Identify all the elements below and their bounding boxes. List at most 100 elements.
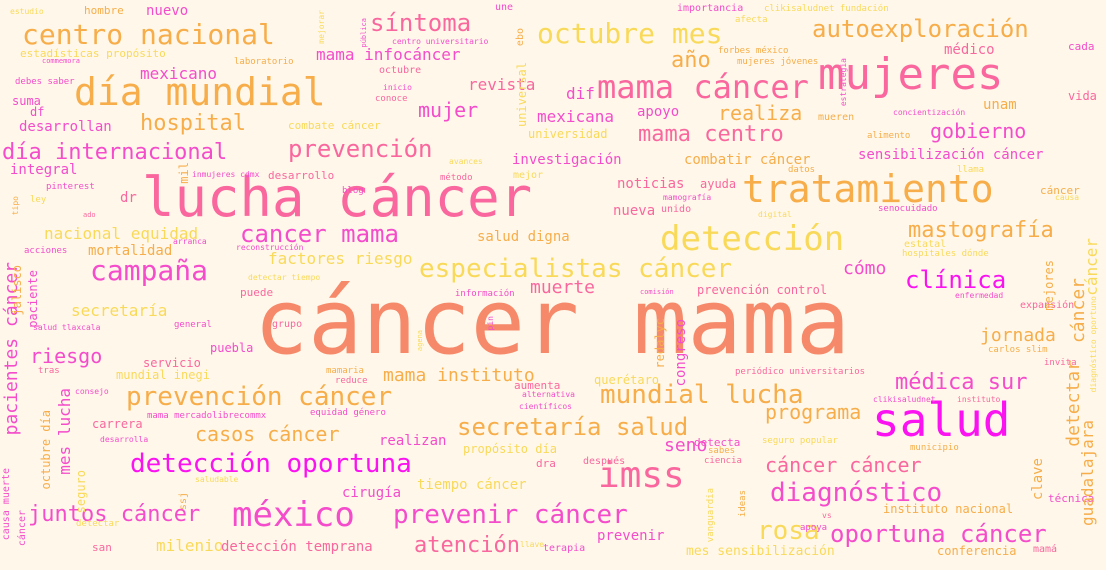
- cloud-word: vanguardia: [706, 488, 716, 543]
- cloud-word: año: [671, 48, 711, 73]
- cloud-word: técnica: [1048, 492, 1095, 505]
- cloud-word: lucha cáncer: [142, 166, 533, 229]
- cloud-word: hospital: [140, 111, 246, 136]
- cloud-word: hombre: [84, 4, 124, 17]
- cloud-word: octubre: [379, 65, 422, 76]
- cloud-word: estatal: [904, 239, 947, 250]
- cloud-word: realiza: [718, 101, 803, 125]
- cloud-word: conferencia: [937, 544, 1017, 558]
- cloud-word: pública: [360, 18, 368, 48]
- cloud-word: mamá: [1033, 544, 1058, 555]
- cloud-word: redalyc: [653, 318, 667, 369]
- cloud-word: mamaria: [326, 366, 364, 376]
- cloud-word: cirugía: [342, 485, 402, 501]
- cloud-word: riesgo: [30, 344, 103, 368]
- cloud-word: estudio: [10, 7, 44, 16]
- cloud-word: salud digna: [477, 229, 570, 245]
- cloud-word: síntoma: [370, 9, 472, 37]
- cloud-word: mueren: [818, 112, 855, 123]
- cloud-word: mamografía: [663, 193, 712, 202]
- cloud-word: nueva: [613, 203, 656, 219]
- cloud-word: forbes méxico: [718, 46, 789, 56]
- cloud-word: mil: [177, 162, 191, 184]
- cloud-word: ebo: [515, 28, 526, 47]
- cloud-word: tipo: [11, 196, 20, 216]
- cloud-word: mujeres: [818, 49, 1004, 100]
- cloud-word: nacional equidad: [44, 224, 199, 243]
- cloud-word: general: [174, 320, 212, 330]
- cloud-word: cancer mama: [240, 220, 399, 248]
- cloud-word: comisión: [640, 288, 674, 296]
- cloud-word: estadísticas propósito: [20, 47, 166, 60]
- cloud-word: mama cáncer: [597, 68, 809, 106]
- cloud-word: guadalajara: [1078, 420, 1097, 526]
- cloud-word: combate cáncer: [288, 119, 381, 132]
- cloud-word: alternativa: [522, 390, 575, 399]
- cloud-word: consejo: [75, 387, 109, 396]
- cloud-word: seguro popular: [762, 436, 838, 446]
- cloud-word: dr: [120, 190, 137, 206]
- cloud-word: gobierno: [930, 119, 1027, 143]
- cloud-word: méxico: [232, 495, 355, 535]
- cloud-word: imss: [598, 455, 685, 496]
- cloud-word: seno: [664, 435, 708, 456]
- cloud-word: periódico universitarios: [735, 367, 866, 377]
- cloud-word: tratamiento: [742, 167, 994, 211]
- cloud-word: combatir cáncer: [684, 152, 811, 168]
- cloud-word: clikisaludnet fundación: [764, 4, 889, 14]
- cloud-word: acciones: [24, 246, 68, 256]
- cloud-word: debes saber: [15, 77, 75, 87]
- cloud-word: querétaro: [594, 373, 660, 387]
- cloud-word: mejores: [1042, 260, 1056, 311]
- cloud-word: cáncer cáncer: [765, 453, 922, 477]
- cloud-word: concientización: [893, 108, 966, 117]
- cloud-word: causa: [1055, 193, 1080, 202]
- cloud-word: laboratorio: [234, 57, 294, 67]
- cloud-word: estrategia: [839, 58, 848, 107]
- cloud-word: instituto nacional: [883, 502, 1014, 516]
- cloud-word: afecta: [735, 15, 768, 25]
- cloud-word: ley: [30, 195, 47, 205]
- cloud-word: médica sur: [895, 370, 1028, 395]
- cloud-word: juntos cáncer: [28, 502, 201, 527]
- cloud-word: municipio: [910, 443, 959, 453]
- cloud-word: ciencia: [704, 456, 742, 466]
- cloud-word: hospitales dónde: [902, 249, 989, 259]
- cloud-word: importancia: [677, 3, 744, 14]
- cloud-word: milenio: [156, 536, 224, 555]
- cloud-word: mes lucha: [55, 388, 74, 475]
- cloud-word: oportuna cáncer: [830, 520, 1047, 548]
- cloud-word: aumenta: [514, 379, 561, 392]
- cloud-word: saludable: [195, 475, 239, 484]
- cloud-word: conoce: [375, 94, 408, 104]
- cloud-word: octubre mes: [537, 17, 723, 50]
- cloud-word: blog: [342, 186, 364, 196]
- cloud-word: centro universitario: [392, 37, 489, 46]
- cloud-word: senocuidado: [878, 204, 938, 214]
- cloud-word: mama instituto: [383, 365, 535, 386]
- cloud-word: vs: [822, 511, 832, 520]
- cloud-word: cómo: [843, 258, 887, 279]
- cloud-word: pinterest: [46, 182, 95, 192]
- cloud-word: digital: [758, 210, 792, 219]
- cloud-word: san: [92, 541, 112, 554]
- cloud-word: suma: [12, 94, 41, 108]
- cloud-word: apoya: [800, 523, 828, 533]
- cloud-word: método: [440, 173, 473, 183]
- cloud-word: cáncer: [17, 510, 28, 547]
- cloud-word: mortalidad: [88, 243, 173, 259]
- cloud-word: investigación: [512, 152, 622, 168]
- cloud-word: puebla: [210, 341, 254, 355]
- cloud-word: octubre día: [39, 410, 53, 490]
- cloud-word: desarrollo: [268, 169, 335, 182]
- cloud-word: cáncer: [1040, 184, 1080, 197]
- cloud-word: médico: [944, 42, 995, 58]
- cloud-word: une: [495, 2, 514, 13]
- cloud-word: inicio: [383, 83, 412, 92]
- cloud-word: salud tlaxcala: [33, 323, 101, 332]
- cloud-word: pin: [486, 316, 495, 331]
- cloud-word: mes sensibilización: [686, 544, 835, 559]
- cloud-word: mama infocáncer: [316, 45, 461, 64]
- cloud-word: universal: [515, 62, 529, 128]
